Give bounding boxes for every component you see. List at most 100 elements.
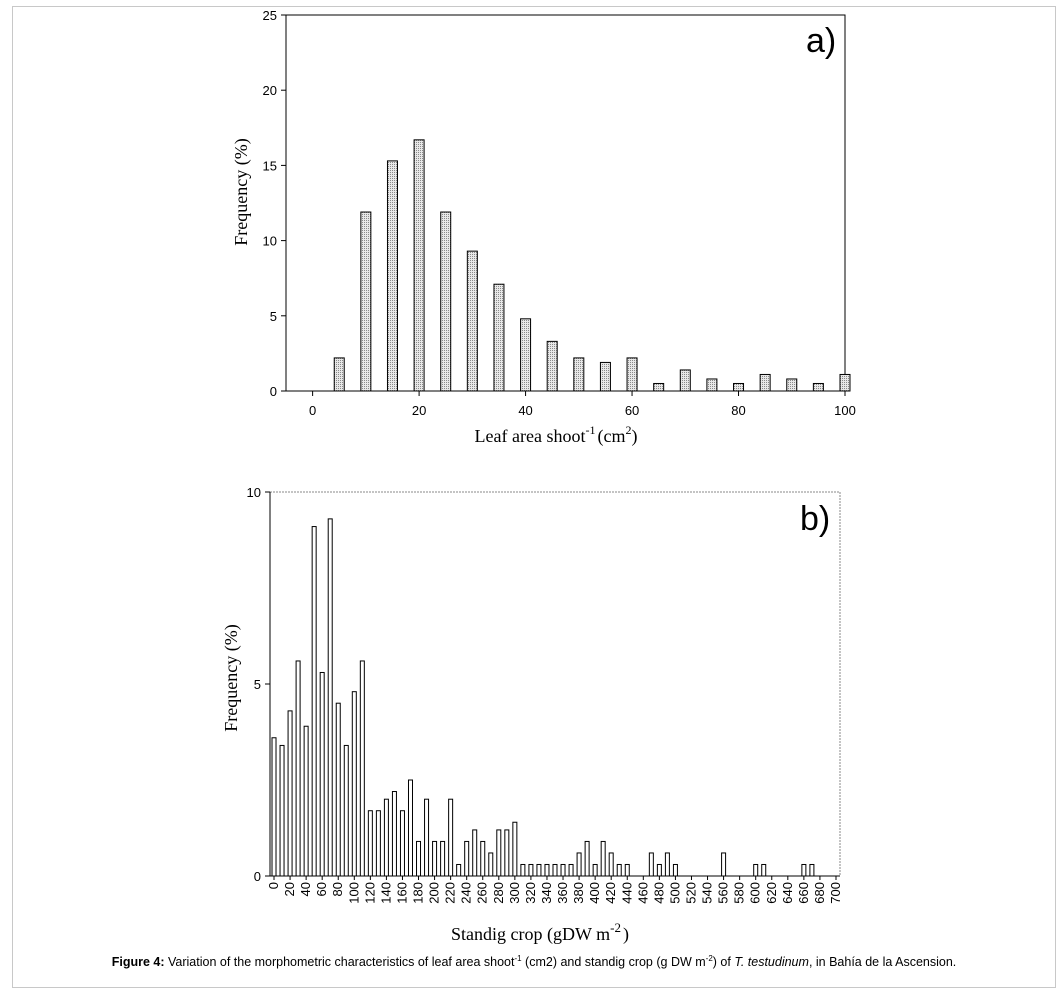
- chart-a-bar: [360, 211, 372, 392]
- chart-b-bar: [528, 863, 534, 877]
- chart-b-bar: [456, 863, 462, 877]
- chart-b-bar: [600, 840, 606, 877]
- chart-b-bar: [464, 840, 470, 877]
- chart-b-bar: [504, 829, 510, 877]
- chart-b-x-tick-label: 440: [619, 882, 634, 904]
- chart-b-x-tick-label: 380: [571, 882, 586, 904]
- chart-b-bar: [391, 791, 397, 877]
- chart-a-bar: [733, 382, 745, 392]
- chart-b-bar: [488, 852, 494, 877]
- chart-b-x-tick-label: 20: [282, 882, 297, 896]
- chart-a-plot-area: [285, 14, 846, 392]
- chart-b-x-tick-label: 320: [523, 882, 538, 904]
- chart-a-x-ticks: 0 20 40 60 80 100: [309, 391, 856, 418]
- chart-b-x-tick-label: 600: [748, 882, 763, 904]
- chart-a-bar: [839, 373, 851, 392]
- caption-species: T. testudinum: [734, 955, 809, 970]
- chart-a-x-tick-label: 40: [518, 403, 532, 418]
- chart-b-x-tick-label: 120: [362, 882, 377, 904]
- caption-text-1: Variation of the morphometric characteri…: [164, 955, 515, 970]
- chart-b-bar: [520, 863, 526, 877]
- chart-a-bar: [626, 357, 638, 392]
- chart-b-bar: [383, 798, 389, 877]
- chart-a-x-tick-label: 20: [412, 403, 426, 418]
- chart-b-bar: [351, 691, 357, 877]
- caption-text-3: ) of: [712, 955, 735, 970]
- chart-a-bar: [413, 139, 425, 392]
- chart-b-x-tick-label: 520: [683, 882, 698, 904]
- chart-b-x-tick-label: 0: [266, 882, 281, 889]
- chart-b-x-tick-label: 700: [828, 882, 843, 904]
- chart-a-bar: [466, 250, 478, 392]
- chart-a-bar: [520, 318, 532, 392]
- chart-b-bar: [375, 810, 381, 877]
- chart-a-x-tick-label: 80: [731, 403, 745, 418]
- chart-b-bar: [327, 518, 333, 877]
- chart-b-x-tick-label: 180: [411, 882, 426, 904]
- chart-b-bars: [271, 518, 815, 877]
- chart-b-x-tick-label: 80: [330, 882, 345, 896]
- chart-b-bar: [656, 863, 662, 877]
- chart-b-bar: [624, 863, 630, 877]
- chart-b-bar: [664, 852, 670, 877]
- chart-b-bar: [809, 863, 815, 877]
- chart-b-x-tick-label: 640: [780, 882, 795, 904]
- chart-a-bar: [679, 369, 691, 392]
- chart-b-x-tick-label: 100: [346, 882, 361, 904]
- chart-b-bar: [721, 852, 727, 877]
- chart-a-y-tick-label: 15: [263, 158, 277, 173]
- chart-b-bar: [801, 863, 807, 877]
- chart-a: 0 5 10 15 20 25 0 20 40 60 80 100 a) Frequency (%)…: [231, 8, 856, 447]
- chart-b-bar: [303, 725, 309, 877]
- chart-b-x-tick-label: 560: [716, 882, 731, 904]
- chart-b-bar: [576, 852, 582, 877]
- chart-b-x-tick-label: 420: [603, 882, 618, 904]
- chart-b-bar: [407, 779, 413, 877]
- chart-b-y-tick-label: 0: [254, 869, 261, 884]
- chart-b-bar: [761, 863, 767, 877]
- chart-b-bar: [271, 737, 277, 877]
- chart-a-y-ticks: 0 5 10 15 20 25: [263, 8, 286, 399]
- chart-a-bar: [573, 357, 585, 392]
- chart-a-x-tick-label: 100: [834, 403, 856, 418]
- figure-caption: Figure 4: Variation of the morphometric …: [12, 954, 1056, 969]
- chart-b-x-tick-label: 280: [491, 882, 506, 904]
- chart-b-y-tick-label: 10: [247, 485, 261, 500]
- chart-b-bar: [552, 863, 558, 877]
- chart-b-bar: [496, 829, 502, 877]
- chart-a-bar: [333, 357, 345, 392]
- chart-b-x-tick-label: 260: [475, 882, 490, 904]
- chart-a-bar: [706, 378, 718, 392]
- chart-b-x-tick-label: 300: [507, 882, 522, 904]
- chart-b-bar: [359, 660, 365, 877]
- chart-b-bar: [536, 863, 542, 877]
- chart-b-x-tick-label: 680: [812, 882, 827, 904]
- chart-b-bar: [343, 744, 349, 877]
- chart-b-bar: [295, 660, 301, 877]
- chart-b-y-axis-label: Frequency (%): [221, 624, 242, 731]
- figure-frame: [12, 6, 1056, 988]
- chart-b-bar: [367, 810, 373, 877]
- chart-a-bar: [546, 340, 558, 392]
- chart-b-bar: [448, 798, 454, 877]
- chart-a-bar: [386, 160, 398, 392]
- chart-b-x-tick-label: 140: [378, 882, 393, 904]
- chart-b-x-tick-label: 60: [314, 882, 329, 896]
- chart-b-bar: [287, 710, 293, 877]
- caption-label: Figure 4:: [111, 955, 165, 970]
- chart-a-bar: [786, 378, 798, 392]
- chart-b-x-ticks: 0 20 40 60 80 100 120 140 160 180 200 220 240 260 280 3…: [266, 876, 843, 904]
- chart-b-bar: [568, 863, 574, 877]
- chart-b-bar: [480, 840, 486, 877]
- chart-b-panel-label: b): [800, 500, 830, 538]
- chart-b-x-tick-label: 580: [732, 882, 747, 904]
- chart-a-x-axis-label: Leaf area shoot-1 (cm2): [475, 423, 638, 447]
- chart-b-x-tick-label: 360: [555, 882, 570, 904]
- chart-b-bar: [560, 863, 566, 877]
- chart-b-x-tick-label: 460: [635, 882, 650, 904]
- chart-b-x-tick-label: 160: [394, 882, 409, 904]
- chart-a-y-tick-label: 0: [270, 384, 277, 399]
- chart-b-bar: [608, 852, 614, 877]
